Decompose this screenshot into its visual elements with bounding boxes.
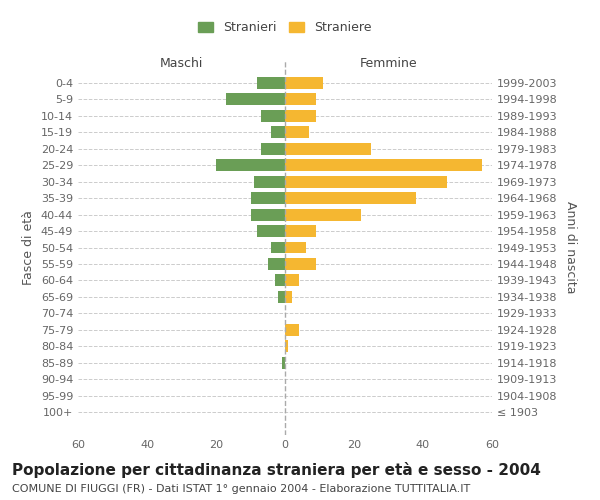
Text: Maschi: Maschi (160, 57, 203, 70)
Text: Popolazione per cittadinanza straniera per età e sesso - 2004: Popolazione per cittadinanza straniera p… (12, 462, 541, 478)
Text: COMUNE DI FIUGGI (FR) - Dati ISTAT 1° gennaio 2004 - Elaborazione TUTTITALIA.IT: COMUNE DI FIUGGI (FR) - Dati ISTAT 1° ge… (12, 484, 470, 494)
Bar (285, 94, 316, 106)
Bar (285, 110, 316, 122)
Bar (285, 258, 316, 270)
Bar (285, 291, 292, 303)
Legend: Stranieri, Straniere: Stranieri, Straniere (198, 21, 372, 34)
Bar (285, 340, 289, 352)
Bar (251, 208, 285, 220)
Bar (285, 242, 306, 254)
Bar (285, 126, 309, 138)
Bar (257, 77, 285, 89)
Bar (261, 143, 285, 154)
Bar (285, 274, 299, 286)
Bar (278, 291, 285, 303)
Y-axis label: Anni di nascita: Anni di nascita (564, 201, 577, 294)
Bar (216, 160, 285, 171)
Bar (251, 192, 285, 204)
Bar (257, 225, 285, 237)
Bar (285, 324, 299, 336)
Bar (275, 274, 285, 286)
Bar (261, 110, 285, 122)
Bar (281, 356, 285, 368)
Bar (285, 160, 482, 171)
Text: Femmine: Femmine (359, 57, 418, 70)
Bar (285, 176, 447, 188)
Y-axis label: Fasce di età: Fasce di età (22, 210, 35, 285)
Bar (268, 258, 285, 270)
Bar (285, 77, 323, 89)
Bar (285, 143, 371, 154)
Bar (285, 208, 361, 220)
Bar (271, 242, 285, 254)
Bar (285, 225, 316, 237)
Bar (254, 176, 285, 188)
Bar (226, 94, 285, 106)
Bar (271, 126, 285, 138)
Bar (285, 192, 416, 204)
